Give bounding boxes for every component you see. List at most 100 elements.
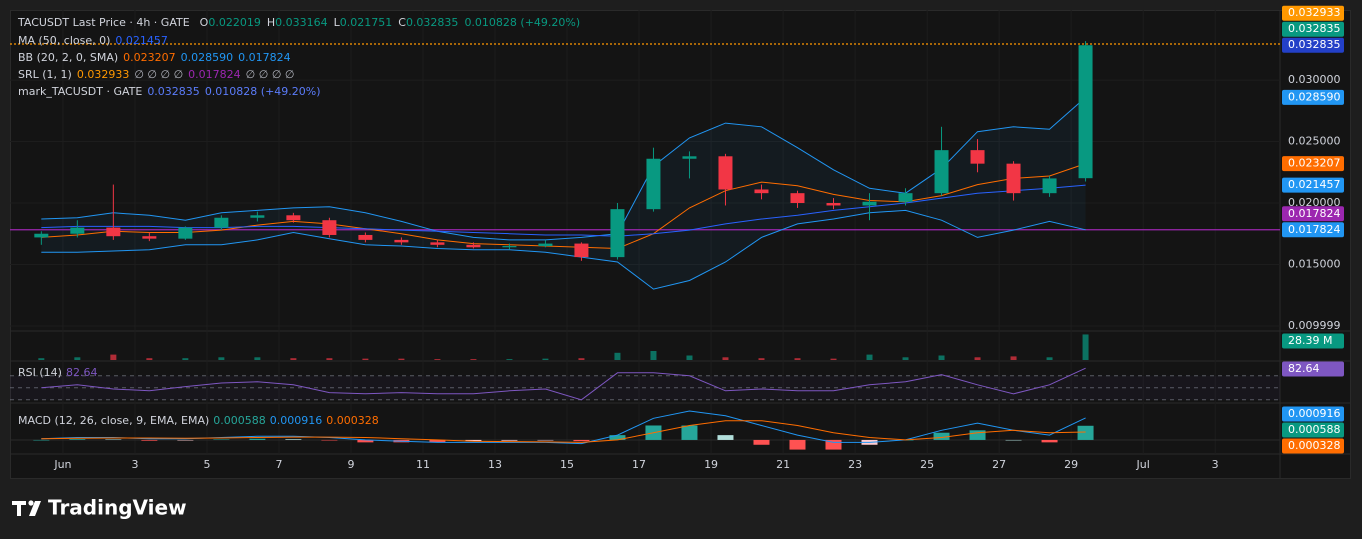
ohlc-prefix: C — [398, 16, 406, 29]
price-tag: 0.023207 — [1288, 157, 1341, 170]
volume-bar — [1046, 357, 1053, 360]
candle-body — [754, 189, 769, 194]
macd-tag: 0.000916 — [1288, 407, 1341, 420]
rsi-legend: RSI (14) 82.64 — [18, 366, 97, 379]
macd-histogram-bar — [753, 439, 770, 445]
y-tick-label: 0.015000 — [1288, 257, 1341, 270]
macd-value: 0.000916 — [270, 414, 323, 427]
header-legend: TACUSDT Last Price · 4h · GATE O0.022019 H… — [17, 16, 580, 29]
volume-bar — [866, 354, 873, 360]
macd-histogram-bar — [177, 439, 194, 441]
price-tag: 0.021457 — [1288, 178, 1341, 191]
price-tag: 0.017824 — [1288, 207, 1341, 220]
indicator-value: 0.017824 — [238, 51, 291, 64]
symbol: TACUSDT Last Price · 4h · GATE — [17, 16, 190, 29]
volume-bar — [470, 359, 477, 360]
price-tag-box — [1282, 222, 1344, 238]
ohlc-value: 0.032835 — [406, 16, 459, 29]
indicator-value: 0.010828 (+49.20%) — [205, 85, 321, 98]
macd-histogram-bar — [537, 439, 554, 441]
candle-body — [430, 242, 445, 245]
ohlc-value: 0.033164 — [275, 16, 328, 29]
candle-body — [178, 227, 193, 239]
signal-line — [41, 420, 1086, 443]
ohlc-value: 0.021751 — [340, 16, 393, 29]
indicator-name: MA (50, close, 0) — [18, 34, 110, 47]
indicator-value: 0.017824 — [188, 68, 241, 81]
macd-histogram-bar — [213, 439, 230, 440]
indicator-legend: BB (20, 2, 0, SMA) 0.023207 0.028590 0.0178… — [18, 51, 291, 64]
candle-body — [358, 234, 373, 240]
volume-bar — [146, 358, 153, 360]
macd-legend: MACD (12, 26, close, 9, EMA, EMA) 0.00058… — [18, 414, 379, 427]
macd-histogram-bar — [681, 425, 698, 440]
indicator-legend: mark_TACUSDT · GATE 0.032835 0.010828 (+49… — [18, 85, 321, 98]
indicator-value: ∅ ∅ ∅ ∅ — [246, 68, 295, 81]
x-tick-label: 11 — [416, 458, 430, 471]
candle-body — [142, 236, 157, 239]
candle-body — [574, 243, 589, 258]
y-tick-label: 0.020000 — [1288, 196, 1341, 209]
candle-body — [718, 156, 733, 190]
macd-histogram-bar — [69, 439, 86, 440]
candle-body — [70, 227, 85, 234]
candle-body — [682, 156, 697, 159]
macd-histogram-bar — [1005, 439, 1022, 441]
macd-histogram-bar — [789, 439, 806, 450]
volume-bar — [686, 355, 693, 360]
macd-label: MACD (12, 26, close, 9, EMA, EMA) — [18, 414, 209, 427]
rsi-value: 82.64 — [66, 366, 98, 379]
candle-body — [466, 244, 481, 248]
macd-histogram-bar — [501, 439, 518, 441]
macd-histogram-bar — [1077, 425, 1094, 440]
ohlc-prefix: H — [267, 16, 275, 29]
macd-histogram-bar — [105, 439, 122, 440]
y-tick-label: 0.025000 — [1288, 135, 1341, 148]
volume-tag: 28.39 M — [1288, 334, 1332, 347]
price-tag: 0.032835 — [1288, 38, 1341, 51]
candle-body — [1078, 45, 1093, 179]
volume-bar — [362, 358, 369, 360]
y-tick-label: 0.009999 — [1288, 319, 1341, 332]
price-tag-box — [1282, 206, 1344, 222]
price-tag-box — [1282, 5, 1344, 21]
macd-histogram-bar — [465, 439, 482, 442]
candle-body — [790, 193, 805, 204]
price-tag-box — [1282, 156, 1344, 172]
volume-bar — [182, 358, 189, 360]
x-tick-label: 23 — [848, 458, 862, 471]
volume-bar — [1082, 334, 1089, 360]
macd-histogram-bar — [249, 438, 266, 440]
macd-histogram-bar — [717, 435, 734, 440]
macd-histogram-bar — [933, 432, 950, 440]
x-tick-label: Jun — [53, 458, 71, 471]
volume-bar — [974, 357, 981, 360]
candle-body — [214, 217, 229, 228]
indicator-value: 0.023207 — [123, 51, 176, 64]
candle-body — [1006, 163, 1021, 194]
volume-bar — [74, 357, 81, 360]
candle-body — [1042, 178, 1057, 194]
x-tick-label: 9 — [347, 458, 354, 471]
volume-bar — [830, 358, 837, 360]
macd-histogram-bar — [825, 439, 842, 450]
macd-histogram-bar — [969, 430, 986, 440]
macd-tag-box — [1282, 438, 1344, 454]
x-tick-label: 13 — [488, 458, 502, 471]
macd-tag-box — [1282, 406, 1344, 422]
bb-upper — [41, 97, 1086, 241]
x-tick-label: 19 — [704, 458, 718, 471]
candle-body — [250, 215, 265, 218]
x-tick-label: 3 — [131, 458, 138, 471]
x-tick-label: 29 — [1064, 458, 1078, 471]
chart-pane — [10, 10, 1351, 479]
candle-body — [826, 203, 841, 206]
volume-bar — [542, 358, 549, 360]
x-tick-label: 25 — [920, 458, 934, 471]
logo-t — [12, 501, 26, 516]
macd-histogram-bar — [321, 439, 338, 441]
price-tag: 0.017824 — [1288, 223, 1341, 236]
indicator-value: 0.032933 — [77, 68, 130, 81]
logo-dot — [28, 500, 34, 506]
price-tag: 0.032835 — [1288, 22, 1341, 35]
